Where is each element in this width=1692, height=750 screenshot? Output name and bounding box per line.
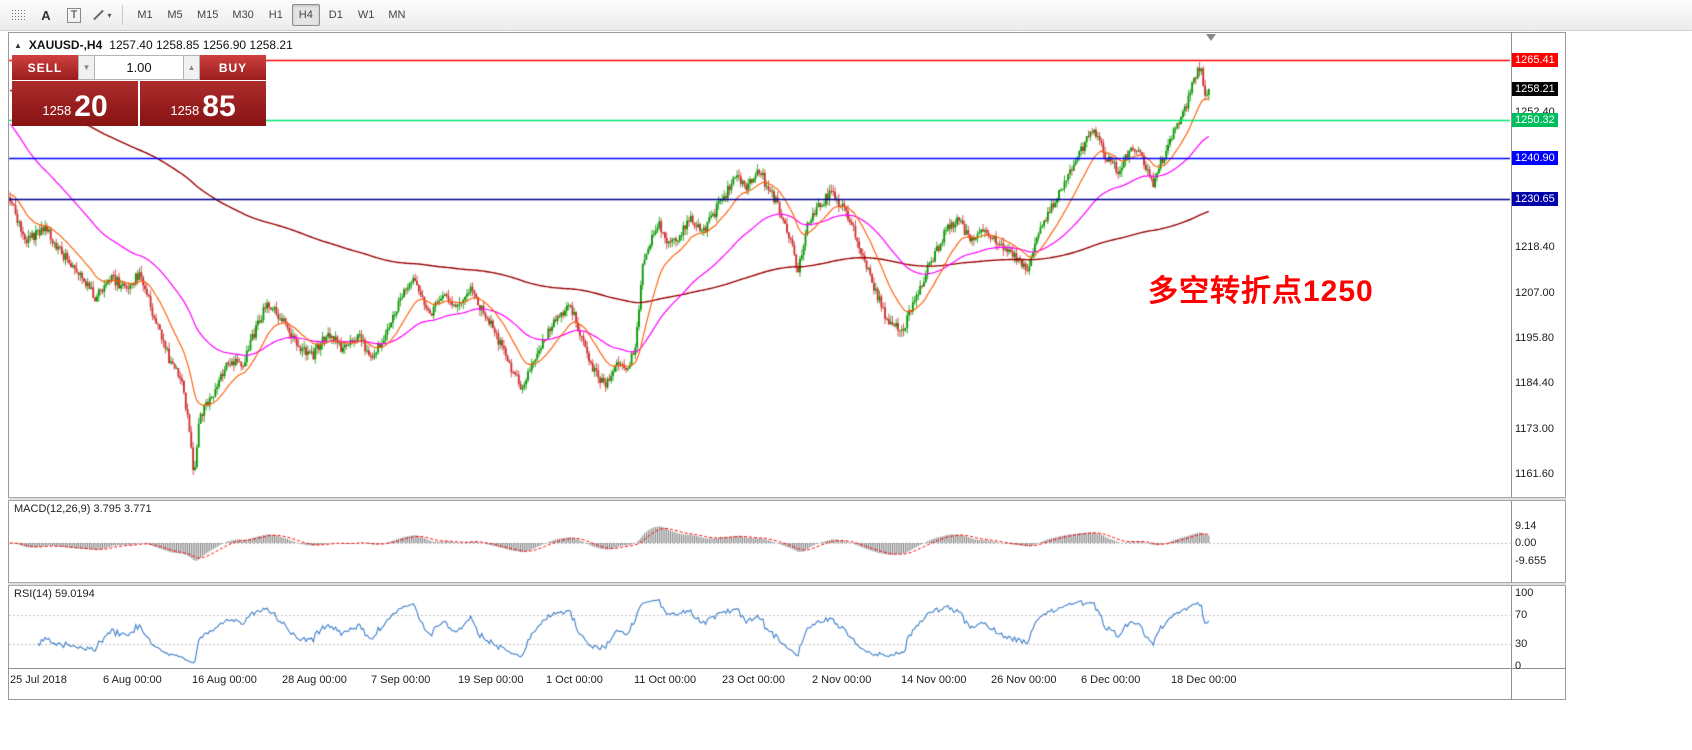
time-tick-label: 2 Nov 00:00	[812, 674, 872, 686]
price-divider	[138, 81, 140, 126]
timeframe-h4[interactable]: H4	[291, 4, 320, 26]
rsi-indicator-label: RSI(14) 59.0194	[14, 588, 95, 600]
chart-shift-marker-icon[interactable]	[1206, 34, 1216, 41]
chart-header: ▲ XAUUSD-,H4 1257.40 1258.85 1256.90 125…	[14, 38, 293, 52]
macd-tick-label: -9.655	[1515, 555, 1547, 568]
text-label-glyph: T	[66, 7, 82, 23]
trendline-glyph	[93, 9, 105, 21]
time-tick-label: 6 Dec 00:00	[1081, 674, 1141, 686]
stipple-glyph	[10, 8, 26, 22]
time-tick-label: 6 Aug 00:00	[103, 674, 162, 686]
rsi-pane-splitter[interactable]	[8, 582, 1566, 586]
price-axis-separator	[1511, 32, 1512, 700]
time-tick-label: 7 Sep 00:00	[371, 674, 431, 686]
rsi-tick-label: 100	[1515, 587, 1534, 599]
time-tick-label: 11 Oct 00:00	[634, 674, 697, 686]
price-level-label: 1265.41	[1512, 53, 1558, 67]
timeframe-m1[interactable]: M1	[137, 9, 153, 21]
sell-button[interactable]: SELL	[12, 55, 78, 80]
price-level-label: 1258.21	[1512, 81, 1558, 96]
one-click-trading-panel: SELL ▼ 1.00 ▲ BUY 1258 20 1258 85	[12, 55, 266, 126]
rsi-tick-label: 30	[1515, 638, 1528, 651]
volume-decrease-button[interactable]: ▼	[78, 55, 95, 80]
time-tick-label: 18 Dec 00:00	[1171, 674, 1237, 686]
volume-input[interactable]: 1.00	[95, 55, 183, 80]
symbol-period-title: XAUUSD-,H4	[28, 38, 103, 52]
price-tick-label: 1207.00	[1515, 286, 1555, 299]
timeframe-group: M1 M5 M15 M30 H1 H4 D1 W1 MN	[131, 4, 411, 26]
chart-annotation-text: 多空转折点1250	[1148, 275, 1374, 308]
sell-price-pips: 20	[74, 90, 108, 123]
rsi-tick-label: 0	[1515, 660, 1522, 672]
timeframe-m5[interactable]: M5	[167, 9, 183, 21]
time-tick-label: 19 Sep 00:00	[458, 674, 524, 686]
timeframe-d1[interactable]: D1	[328, 9, 343, 21]
macd-indicator-label: MACD(12,26,9) 3.795 3.771	[14, 503, 152, 515]
time-tick-label: 1 Oct 00:00	[546, 674, 603, 686]
time-tick-label: 28 Aug 00:00	[282, 674, 347, 686]
time-tick-label: 14 Nov 00:00	[901, 674, 967, 686]
trade-prices-row: 1258 20 1258 85	[12, 81, 266, 126]
price-tick-label: 1195.80	[1515, 331, 1554, 344]
line-tools-icon[interactable]: ▾	[90, 4, 114, 26]
price-tick-label: 1218.40	[1515, 241, 1555, 254]
macd-tick-label: 0.00	[1515, 537, 1537, 549]
buy-button[interactable]: BUY	[200, 55, 266, 80]
rsi-tick-label: 70	[1515, 608, 1528, 621]
macd-tick-label: 9.14	[1515, 519, 1537, 532]
price-level-label: 1240.90	[1512, 150, 1558, 165]
sell-price-display[interactable]: 1258 20	[12, 81, 138, 126]
time-axis-separator	[8, 668, 1566, 669]
price-level-label: 1250.32	[1512, 113, 1558, 128]
volume-increase-button[interactable]: ▲	[183, 55, 200, 80]
time-tick-label: 25 Jul 2018	[10, 674, 67, 686]
time-tick-label: 16 Aug 00:00	[192, 674, 257, 686]
pattern-fill-icon[interactable]	[6, 4, 30, 26]
ohlc-values: 1257.40 1258.85 1256.90 1258.21	[109, 38, 293, 52]
toolbar-separator	[122, 5, 123, 25]
price-tick-label: 1161.60	[1515, 467, 1554, 480]
timeframe-m30[interactable]: M30	[232, 9, 254, 21]
text-a-tool-icon[interactable]: A	[41, 7, 51, 23]
buy-price-pips: 85	[202, 90, 236, 123]
macd-pane-splitter[interactable]	[8, 497, 1566, 501]
trade-controls-row: SELL ▼ 1.00 ▲ BUY	[12, 55, 266, 80]
price-tick-label: 1173.00	[1515, 422, 1554, 435]
buy-price-main: 1258	[170, 103, 200, 118]
buy-price-display[interactable]: 1258 85	[140, 81, 266, 126]
price-tick-label: 1184.40	[1515, 377, 1554, 390]
top-toolbar: A T ▾ M1 M5 M15 M30 H1 H4 D1 W1 MN	[0, 0, 1692, 31]
timeframe-w1[interactable]: W1	[357, 9, 375, 21]
timeframe-h1[interactable]: H1	[268, 9, 283, 21]
sell-price-main: 1258	[42, 103, 72, 118]
time-tick-label: 23 Oct 00:00	[722, 674, 785, 686]
price-level-label: 1230.65	[1512, 191, 1558, 206]
text-label-tool-icon[interactable]: T	[62, 4, 86, 26]
timeframe-mn[interactable]: MN	[388, 9, 406, 21]
time-tick-label: 26 Nov 00:00	[991, 674, 1057, 686]
timeframe-m15[interactable]: M15	[197, 9, 219, 21]
symbol-triangle-icon[interactable]: ▲	[14, 40, 22, 50]
dropdown-caret-icon: ▾	[107, 10, 112, 20]
